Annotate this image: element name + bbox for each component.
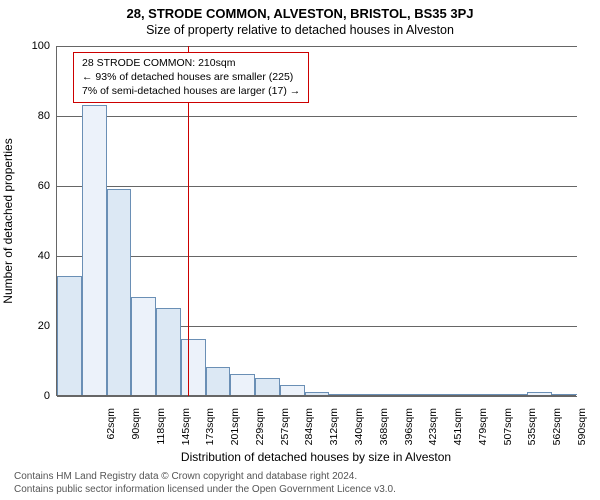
x-tick-label: 257sqm: [279, 408, 291, 454]
histogram-bar: [404, 394, 429, 395]
histogram-bar: [156, 308, 181, 396]
annotation-line-1: 28 STRODE COMMON: 210sqm: [82, 56, 300, 70]
y-tick-label: 20: [20, 320, 50, 332]
y-axis-label: Number of detached properties: [1, 138, 15, 303]
histogram-bar: [552, 394, 577, 395]
chart-container: 28, STRODE COMMON, ALVESTON, BRISTOL, BS…: [0, 0, 600, 500]
x-tick-label: 229sqm: [254, 408, 266, 454]
x-tick-label: 312sqm: [328, 408, 340, 454]
histogram-bar: [255, 378, 280, 396]
footer-line-1: Contains HM Land Registry data © Crown c…: [14, 470, 396, 483]
x-tick-label: 90sqm: [130, 408, 142, 454]
y-tick-label: 40: [20, 250, 50, 262]
histogram-bar: [503, 394, 528, 395]
histogram-bar: [131, 297, 156, 395]
histogram-bar: [82, 105, 107, 396]
x-tick-label: 284sqm: [303, 408, 315, 454]
y-tick-label: 80: [20, 110, 50, 122]
histogram-bar: [107, 189, 132, 396]
histogram-bar: [527, 392, 552, 396]
y-tick-label: 0: [20, 390, 50, 402]
x-axis-label: Distribution of detached houses by size …: [181, 450, 451, 464]
histogram-bar: [57, 276, 82, 395]
histogram-bar: [428, 394, 453, 395]
x-tick-label: 451sqm: [452, 408, 464, 454]
histogram-bar: [478, 394, 503, 395]
x-tick-label: 173sqm: [204, 408, 216, 454]
chart-title: 28, STRODE COMMON, ALVESTON, BRISTOL, BS…: [0, 0, 600, 21]
x-tick-label: 562sqm: [551, 408, 563, 454]
x-tick-label: 479sqm: [477, 408, 489, 454]
histogram-bar: [379, 394, 404, 395]
x-tick-label: 118sqm: [155, 408, 167, 454]
histogram-bar: [181, 339, 206, 395]
x-tick-label: 62sqm: [105, 408, 117, 454]
plot-area: 28 STRODE COMMON: 210sqm ← 93% of detach…: [56, 46, 576, 396]
x-tick-label: 145sqm: [180, 408, 192, 454]
annotation-line-3: 7% of semi-detached houses are larger (1…: [82, 84, 300, 98]
histogram-bar: [206, 367, 231, 395]
histogram-bar: [280, 385, 305, 396]
y-gridline: [57, 396, 577, 397]
y-tick-label: 60: [20, 180, 50, 192]
footer-line-2: Contains public sector information licen…: [14, 483, 396, 496]
x-tick-label: 590sqm: [576, 408, 588, 454]
histogram-bar: [230, 374, 255, 395]
x-tick-label: 396sqm: [403, 408, 415, 454]
histogram-bar: [354, 394, 379, 395]
y-tick-label: 100: [20, 40, 50, 52]
histogram-bar: [329, 394, 354, 395]
x-tick-label: 507sqm: [502, 408, 514, 454]
histogram-bar: [305, 392, 330, 396]
x-tick-label: 201sqm: [229, 408, 241, 454]
x-tick-label: 340sqm: [353, 408, 365, 454]
annotation-line-2: ← 93% of detached houses are smaller (22…: [82, 70, 300, 84]
x-tick-label: 368sqm: [378, 408, 390, 454]
x-tick-label: 535sqm: [526, 408, 538, 454]
histogram-bar: [453, 394, 478, 395]
annotation-box: 28 STRODE COMMON: 210sqm ← 93% of detach…: [73, 52, 309, 103]
footer-attribution: Contains HM Land Registry data © Crown c…: [14, 470, 396, 496]
x-tick-label: 423sqm: [427, 408, 439, 454]
chart-subtitle: Size of property relative to detached ho…: [0, 21, 600, 37]
chart-area: Number of detached properties 28 STRODE …: [56, 46, 576, 396]
